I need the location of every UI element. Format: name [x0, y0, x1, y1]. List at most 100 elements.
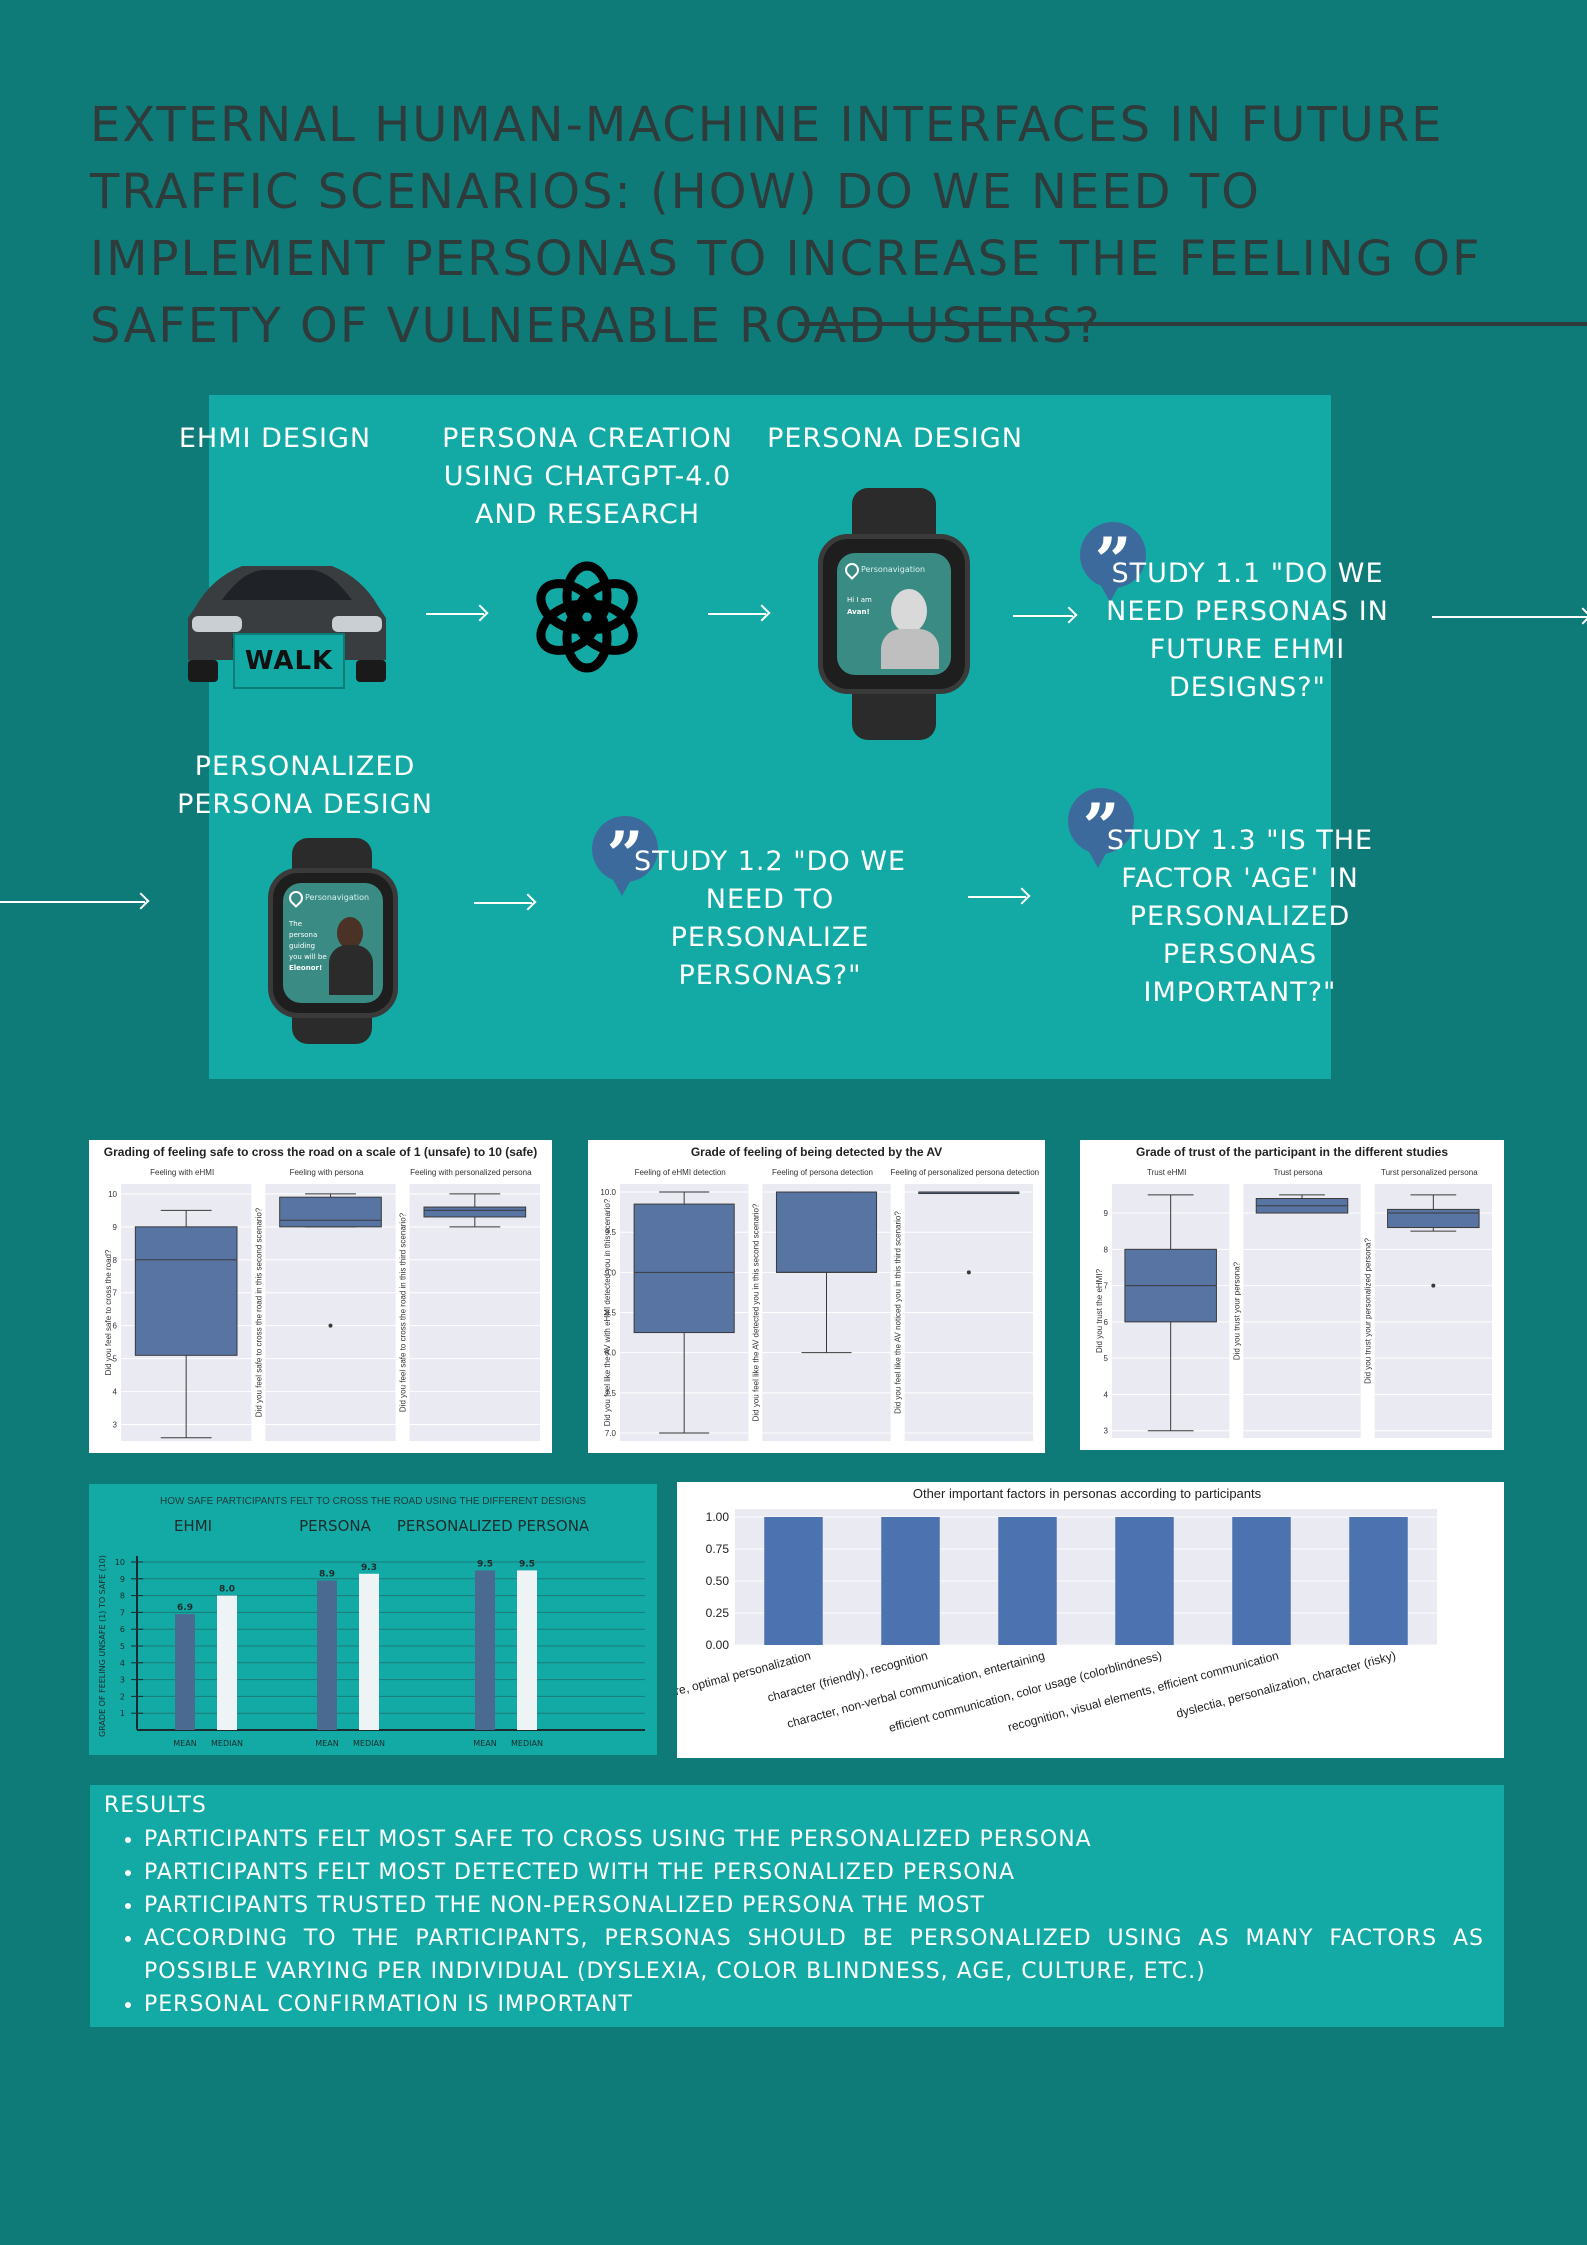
boxplot-card-safety: Grading of feeling safe to cross the roa…	[89, 1140, 552, 1453]
panel-label: Feeling of eHMI detection	[635, 1168, 726, 1177]
factor-bar	[881, 1517, 940, 1645]
boxplot-card-detection: Grade of feeling of being detected by th…	[588, 1140, 1045, 1453]
study-1-3-question: STUDY 1.3 "IS THE FACTOR 'AGE' IN PERSON…	[1106, 825, 1374, 1008]
safety-bar-chart: HOW SAFE PARTICIPANTS FELT TO CROSS THE …	[98, 1496, 645, 1748]
box	[423, 1206, 527, 1218]
step-persona-design: PERSONA DESIGN	[767, 423, 1023, 454]
arrow-right-icon	[1432, 616, 1587, 618]
y-tick-label: 9.5	[605, 1228, 617, 1237]
y-tick-label: 9.0	[605, 1268, 617, 1277]
boxplot-safety-chart: Grading of feeling safe to cross the roa…	[104, 1145, 540, 1441]
y-tick-label: 7	[1104, 1282, 1109, 1291]
step-ehmi-design: EHMI DESIGN	[178, 423, 372, 454]
y-tick-label: 3	[113, 1421, 118, 1430]
y-tick-label: 0.00	[706, 1638, 730, 1652]
bar-value-label: 8.9	[319, 1569, 335, 1579]
bar-category-label: MEDIAN	[353, 1739, 385, 1748]
bar-category-label: MEAN	[473, 1739, 496, 1748]
y-tick-label: 5	[113, 1355, 118, 1364]
median-bar	[217, 1595, 237, 1730]
panel-label: Turst personalized persona	[1381, 1168, 1478, 1177]
y-tick-label: 1	[120, 1709, 125, 1718]
y-tick-label: 7	[120, 1608, 125, 1617]
openai-logo-icon	[536, 561, 638, 673]
watch-message-line: The	[289, 920, 303, 928]
mean-bar	[317, 1580, 337, 1730]
y-tick-label: 7.0	[605, 1429, 617, 1438]
watch-persona-name: Avan!	[847, 608, 870, 616]
results-item: PARTICIPANTS FELT MOST DETECTED WITH THE…	[144, 1856, 1484, 1889]
y-axis-label: Did you feel safe to cross the road in t…	[399, 1212, 408, 1412]
watch-message-line: you will be	[289, 953, 327, 961]
y-tick-label: 3	[120, 1676, 125, 1685]
factors-bar-chart: Other important factors in personas acco…	[602, 1486, 1437, 1735]
group-label: PERSONALIZED PERSONA	[397, 1517, 590, 1535]
outlier-point	[328, 1323, 333, 1328]
y-axis-label: Did you feel safe to cross the road?	[104, 1249, 113, 1375]
study-1-1-question: STUDY 1.1 "DO WE NEED PERSONAS IN FUTURE…	[1106, 558, 1389, 703]
group-label: EHMI	[174, 1517, 212, 1535]
bar-category-label: MEDIAN	[511, 1739, 543, 1748]
results-list: PARTICIPANTS FELT MOST SAFE TO CROSS USI…	[130, 1823, 1484, 2021]
chart-title: Grade of trust of the participant in the…	[1136, 1145, 1448, 1159]
smartwatch-icon: Personavigation Hi I am Avan!	[818, 488, 970, 740]
panel-label: Trust eHMI	[1147, 1168, 1186, 1177]
y-tick-label: 6	[120, 1625, 125, 1634]
panel-background	[1243, 1184, 1361, 1438]
y-tick-label: 9	[120, 1575, 125, 1584]
box	[775, 1191, 878, 1273]
y-tick-label: 7	[113, 1289, 118, 1298]
y-tick-label: 6	[113, 1322, 118, 1331]
quote-icon: ”	[592, 816, 658, 896]
walk-display: WALK	[233, 633, 345, 689]
y-tick-label: 1.00	[706, 1510, 730, 1524]
factor-bar	[764, 1517, 823, 1645]
y-tick-label: 7.5	[605, 1389, 617, 1398]
bar-value-label: 9.3	[361, 1563, 377, 1573]
watch-app-name: Personavigation	[305, 893, 370, 902]
x-tick-label: Nuance, culture, optimal personalization	[677, 1648, 812, 1717]
watch-persona-name: Eleonor!	[289, 964, 323, 972]
boxplot-detection-chart: Grade of feeling of being detected by th…	[600, 1145, 1039, 1441]
boxplot-trust-chart: Grade of trust of the participant in the…	[1095, 1145, 1492, 1438]
plot-background	[735, 1509, 1437, 1645]
robot-persona-avatar	[891, 589, 927, 633]
results-item: ACCORDING TO THE PARTICIPANTS, PERSONAS …	[144, 1922, 1484, 1988]
y-axis-label: Did you feel like the AV noticed you in …	[894, 1211, 903, 1414]
median-bar	[517, 1570, 537, 1730]
y-axis-label: Did you feel like the AV detected you in…	[751, 1203, 760, 1421]
y-tick-label: 8.0	[605, 1349, 617, 1358]
mean-bar	[175, 1614, 195, 1730]
box	[134, 1226, 238, 1356]
title-underline	[798, 322, 1587, 326]
bar-category-label: MEDIAN	[211, 1739, 243, 1748]
y-tick-label: 4	[120, 1659, 125, 1668]
watch-message-line: guiding	[289, 942, 316, 950]
group-label: PERSONA	[299, 1517, 371, 1535]
boxplot-card-trust: Grade of trust of the participant in the…	[1080, 1140, 1504, 1450]
y-tick-label: 2	[120, 1692, 125, 1701]
chart-title: Grade of feeling of being detected by th…	[691, 1145, 942, 1159]
panel-label: Feeling of persona detection	[772, 1168, 873, 1177]
factor-bar	[1232, 1517, 1291, 1645]
y-axis-label: GRADE OF FEELING UNSAFE (1) TO SAFE (10)	[98, 1555, 107, 1737]
y-tick-label: 10	[115, 1558, 125, 1567]
y-axis-label: Did you trust your personalized persona?	[1364, 1238, 1373, 1384]
y-tick-label: 4	[113, 1388, 118, 1397]
results-item: PARTICIPANTS FELT MOST SAFE TO CROSS USI…	[144, 1823, 1484, 1856]
bar-chart-title: HOW SAFE PARTICIPANTS FELT TO CROSS THE …	[160, 1496, 586, 1507]
box	[279, 1196, 382, 1228]
y-tick-label: 10	[108, 1190, 117, 1199]
y-tick-label: 8	[1104, 1245, 1109, 1254]
y-tick-label: 4	[1104, 1390, 1109, 1399]
box	[1387, 1208, 1480, 1229]
y-axis-label: Did you feel safe to cross the road in t…	[254, 1207, 263, 1417]
factor-bar	[998, 1517, 1057, 1645]
factor-bar	[1115, 1517, 1174, 1645]
panel-label: Feeling with personalized persona	[410, 1168, 532, 1177]
factors-chart-title: Other important factors in personas acco…	[913, 1486, 1262, 1501]
watch-message-line: persona	[289, 931, 318, 939]
watch-greeting: Hi I am	[847, 596, 872, 604]
y-tick-label: 10.0	[600, 1188, 616, 1197]
study-1-2-question: STUDY 1.2 "DO WE NEED TO PERSONALIZE PER…	[633, 846, 907, 991]
